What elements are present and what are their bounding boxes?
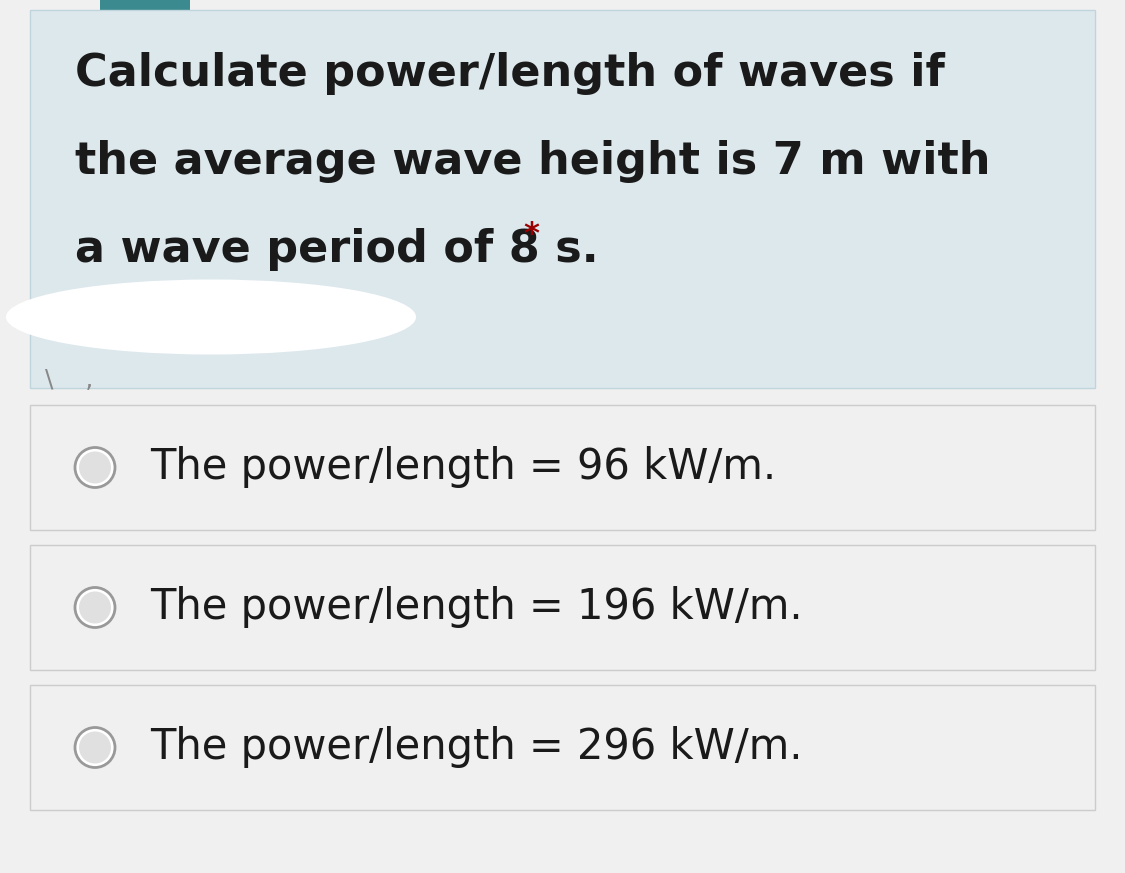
- Text: The power/length = 96 kW/m.: The power/length = 96 kW/m.: [150, 446, 776, 489]
- Ellipse shape: [6, 279, 416, 354]
- Circle shape: [75, 727, 115, 767]
- Text: a wave period of 8 s.: a wave period of 8 s.: [75, 228, 598, 271]
- FancyBboxPatch shape: [30, 545, 1095, 670]
- Circle shape: [79, 451, 111, 484]
- FancyBboxPatch shape: [30, 10, 1095, 388]
- Circle shape: [79, 592, 111, 623]
- FancyBboxPatch shape: [30, 405, 1095, 530]
- FancyBboxPatch shape: [30, 685, 1095, 810]
- Circle shape: [79, 732, 111, 764]
- Text: the average wave height is 7 m with: the average wave height is 7 m with: [75, 140, 990, 183]
- Text: Calculate power/length of waves if: Calculate power/length of waves if: [75, 52, 945, 95]
- Text: *: *: [523, 220, 539, 249]
- Text: The power/length = 296 kW/m.: The power/length = 296 kW/m.: [150, 726, 802, 768]
- FancyBboxPatch shape: [100, 0, 190, 12]
- Circle shape: [75, 448, 115, 487]
- Text: The power/length = 196 kW/m.: The power/length = 196 kW/m.: [150, 587, 802, 629]
- Text: \    ,: \ ,: [45, 368, 93, 392]
- Circle shape: [75, 588, 115, 628]
